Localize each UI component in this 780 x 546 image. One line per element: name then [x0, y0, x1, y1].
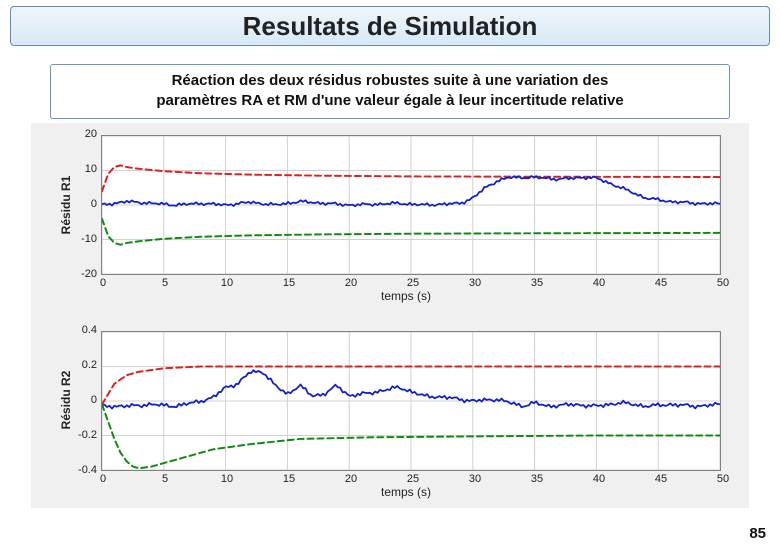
xtick: 40 — [589, 277, 609, 289]
ytick: -20 — [63, 268, 97, 280]
chart-r1 — [101, 135, 721, 275]
chart-r1-xlabel: temps (s) — [381, 289, 431, 303]
chart-panel: Résidu R1 temps (s) Résidu R2 temps (s) … — [31, 123, 749, 508]
xtick: 5 — [155, 473, 175, 485]
chart-r2-xlabel: temps (s) — [381, 485, 431, 499]
chart-r2-svg — [102, 332, 720, 470]
subtitle-box: Réaction des deux résidus robustes suite… — [50, 64, 730, 119]
ytick: -10 — [63, 233, 97, 245]
xtick: 50 — [713, 473, 733, 485]
xtick: 35 — [527, 473, 547, 485]
slide-header: Resultats de Simulation — [10, 6, 770, 46]
ytick: 20 — [63, 128, 97, 140]
xtick: 10 — [217, 277, 237, 289]
xtick: 30 — [465, 473, 485, 485]
page-number: 85 — [749, 525, 766, 542]
xtick: 25 — [403, 473, 423, 485]
subtitle-line2: paramètres RA et RM d'une valeur égale à… — [61, 91, 719, 111]
ytick: -0.2 — [63, 429, 97, 441]
slide-title: Resultats de Simulation — [243, 11, 538, 42]
xtick: 10 — [217, 473, 237, 485]
xtick: 20 — [341, 473, 361, 485]
ytick: -0.4 — [63, 464, 97, 476]
xtick: 5 — [155, 277, 175, 289]
chart-r2 — [101, 331, 721, 471]
ytick: 0 — [63, 198, 97, 210]
ytick: 0.4 — [63, 324, 97, 336]
xtick: 50 — [713, 277, 733, 289]
xtick: 25 — [403, 277, 423, 289]
subtitle-line1: Réaction des deux résidus robustes suite… — [61, 71, 719, 91]
xtick: 15 — [279, 473, 299, 485]
xtick: 45 — [651, 473, 671, 485]
xtick: 20 — [341, 277, 361, 289]
ytick: 10 — [63, 163, 97, 175]
xtick: 15 — [279, 277, 299, 289]
xtick: 35 — [527, 277, 547, 289]
xtick: 40 — [589, 473, 609, 485]
xtick: 45 — [651, 277, 671, 289]
ytick: 0.2 — [63, 359, 97, 371]
ytick: 0 — [63, 394, 97, 406]
xtick: 30 — [465, 277, 485, 289]
chart-r1-svg — [102, 136, 720, 274]
